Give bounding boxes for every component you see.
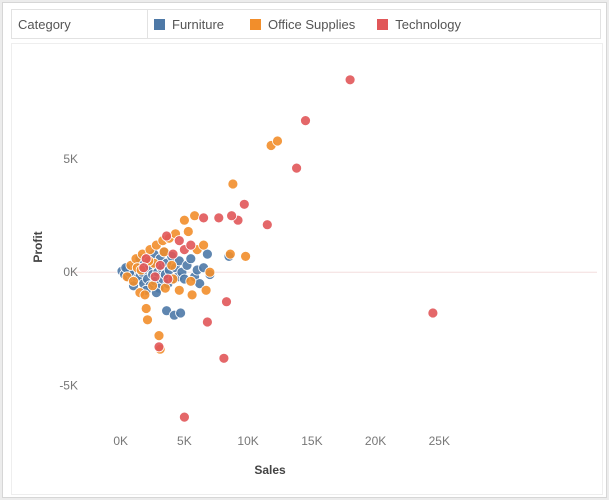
x-tick-label: 25K (429, 434, 450, 448)
y-axis-title: Profit (31, 231, 45, 262)
point-office-supplies[interactable] (178, 214, 190, 226)
point-furniture[interactable] (175, 307, 187, 319)
point-office-supplies[interactable] (189, 210, 201, 222)
legend: Category Furniture Office Supplies Techn… (11, 9, 601, 39)
legend-title: Category (12, 10, 148, 38)
y-tick-label: -5K (59, 378, 78, 392)
point-technology[interactable] (154, 259, 166, 271)
point-office-supplies[interactable] (224, 248, 236, 260)
point-office-supplies[interactable] (128, 275, 139, 287)
point-office-supplies[interactable] (140, 303, 152, 314)
point-office-supplies[interactable] (186, 289, 198, 301)
point-furniture[interactable] (201, 248, 213, 260)
point-technology[interactable] (218, 352, 230, 364)
point-technology[interactable] (213, 212, 225, 224)
point-office-supplies[interactable] (173, 284, 185, 296)
point-office-supplies[interactable] (158, 246, 170, 258)
x-tick-label: 20K (365, 434, 386, 448)
point-office-supplies[interactable] (166, 259, 178, 271)
point-office-supplies[interactable] (227, 178, 239, 190)
point-technology[interactable] (178, 411, 190, 423)
point-technology[interactable] (198, 212, 210, 224)
y-axis-ticks: -5K 0K 5K (59, 152, 78, 392)
point-office-supplies[interactable] (142, 314, 153, 326)
point-technology[interactable] (300, 115, 311, 126)
y-tick-label: 5K (63, 152, 78, 166)
legend-label-technology: Technology (395, 16, 462, 32)
point-technology[interactable] (140, 253, 152, 265)
point-technology[interactable] (153, 341, 165, 353)
legend-item-furniture[interactable]: Furniture (154, 17, 224, 32)
legend-item-office-supplies[interactable]: Office Supplies (250, 17, 355, 32)
point-office-supplies[interactable] (204, 266, 216, 278)
point-office-supplies[interactable] (198, 239, 210, 251)
point-technology[interactable] (149, 271, 161, 283)
scatter-points (116, 74, 439, 423)
x-tick-label: 5K (177, 434, 192, 448)
legend-label-office-supplies: Office Supplies (268, 16, 356, 32)
x-tick-label: 10K (237, 434, 258, 448)
point-technology[interactable] (162, 273, 174, 285)
legend-swatch-office-supplies (250, 18, 262, 30)
legend-swatch-technology (377, 18, 389, 30)
point-office-supplies[interactable] (139, 289, 151, 301)
point-office-supplies[interactable] (153, 330, 165, 342)
point-technology[interactable] (427, 307, 439, 319)
point-technology[interactable] (221, 296, 232, 308)
point-technology[interactable] (226, 210, 238, 222)
point-office-supplies[interactable] (272, 135, 283, 147)
legend-label-furniture: Furniture (172, 16, 225, 32)
point-technology[interactable] (344, 74, 356, 86)
point-technology[interactable] (201, 316, 213, 328)
legend-items: Furniture Office Supplies Technology (148, 10, 461, 38)
point-technology[interactable] (238, 198, 250, 210)
x-tick-label: 0K (113, 434, 128, 448)
point-office-supplies[interactable] (240, 250, 252, 262)
x-axis-ticks: 0K 5K 10K 15K 20K 25K (113, 434, 450, 448)
x-axis-title: Sales (254, 463, 286, 477)
point-office-supplies[interactable] (182, 226, 194, 237)
point-technology[interactable] (185, 239, 197, 251)
scatter-plot-area: 0K 5K 10K 15K 20K 25K -5K 0K 5K Sales Profit (11, 43, 603, 495)
legend-item-technology[interactable]: Technology (377, 17, 461, 32)
y-tick-label: 0K (63, 265, 78, 279)
point-technology[interactable] (291, 162, 303, 174)
point-technology[interactable] (161, 230, 173, 242)
point-furniture[interactable] (185, 253, 197, 265)
legend-swatch-furniture (154, 18, 165, 30)
point-office-supplies[interactable] (185, 275, 197, 287)
point-technology[interactable] (167, 248, 179, 260)
x-tick-label: 15K (301, 434, 322, 448)
point-technology[interactable] (138, 262, 150, 274)
point-technology[interactable] (261, 219, 273, 231)
point-office-supplies[interactable] (159, 282, 171, 294)
point-technology[interactable] (173, 235, 185, 247)
scatter-plot[interactable]: 0K 5K 10K 15K 20K 25K -5K 0K 5K Sales Profit (12, 44, 602, 494)
point-office-supplies[interactable] (147, 280, 159, 292)
point-office-supplies[interactable] (200, 284, 212, 296)
